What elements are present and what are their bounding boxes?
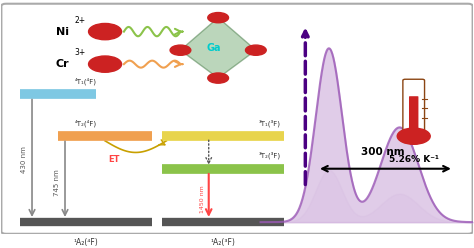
Text: 430 nm: 430 nm bbox=[21, 146, 27, 173]
Text: 2+: 2+ bbox=[74, 16, 85, 25]
Text: 1450 nm: 1450 nm bbox=[200, 185, 205, 213]
Text: ¹A₂(⁴F): ¹A₂(⁴F) bbox=[74, 238, 99, 248]
Text: Ga: Ga bbox=[206, 43, 221, 53]
Circle shape bbox=[208, 13, 228, 23]
Text: ET: ET bbox=[109, 155, 120, 164]
FancyBboxPatch shape bbox=[403, 79, 425, 133]
Text: ³T₁(³F): ³T₁(³F) bbox=[259, 119, 281, 127]
Circle shape bbox=[170, 45, 191, 55]
FancyBboxPatch shape bbox=[409, 96, 419, 132]
Text: Ni: Ni bbox=[56, 27, 69, 37]
Circle shape bbox=[89, 24, 121, 40]
Text: Cr: Cr bbox=[56, 59, 70, 69]
Text: 745 nm: 745 nm bbox=[54, 169, 60, 196]
Circle shape bbox=[89, 56, 121, 72]
Text: 5.26% K⁻¹: 5.26% K⁻¹ bbox=[389, 155, 438, 164]
Text: 300 nm: 300 nm bbox=[361, 147, 405, 157]
Circle shape bbox=[208, 73, 228, 83]
Text: ⁴T₁(⁴F): ⁴T₁(⁴F) bbox=[75, 78, 97, 85]
Circle shape bbox=[397, 128, 430, 144]
Circle shape bbox=[246, 45, 266, 55]
Text: 3+: 3+ bbox=[74, 48, 86, 57]
Text: ³T₂(³F): ³T₂(³F) bbox=[259, 152, 281, 159]
Text: ⁴T₂(⁴F): ⁴T₂(⁴F) bbox=[75, 119, 97, 127]
FancyBboxPatch shape bbox=[1, 4, 473, 234]
Polygon shape bbox=[181, 18, 256, 78]
Text: ¹A₂(³F): ¹A₂(³F) bbox=[210, 238, 235, 248]
